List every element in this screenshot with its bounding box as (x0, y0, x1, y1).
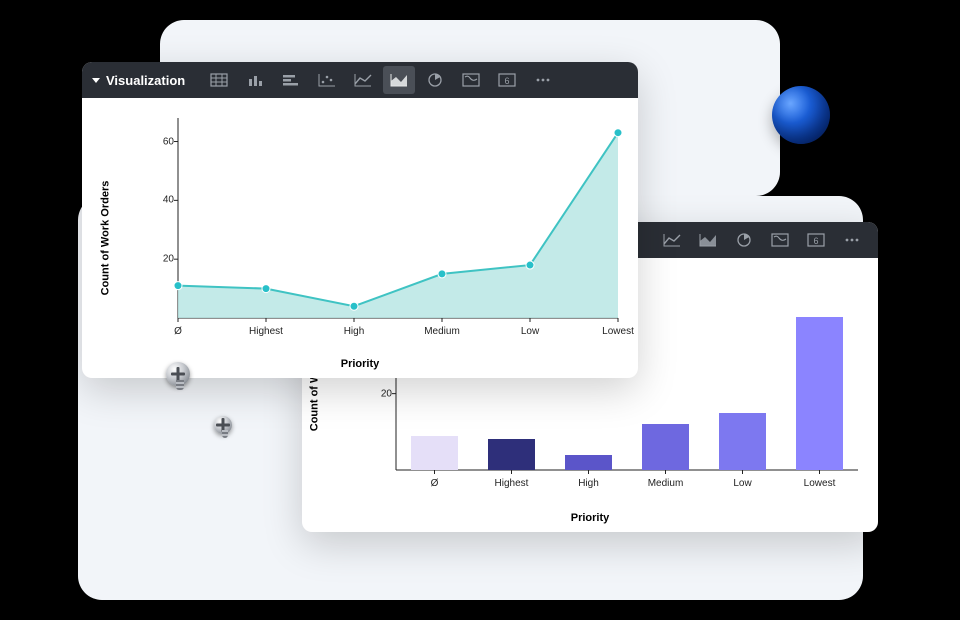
y-tick: 60 (144, 136, 174, 147)
hbar-icon[interactable] (275, 66, 307, 94)
more-icon[interactable] (836, 226, 868, 254)
bar (488, 439, 536, 470)
bar (719, 413, 767, 470)
x-tick: Medium (424, 326, 460, 337)
table-icon[interactable] (203, 66, 235, 94)
screw-decoration (166, 362, 194, 390)
x-tick: Medium (648, 478, 684, 489)
svg-text:6: 6 (813, 236, 818, 246)
x-tick: Ø (431, 478, 439, 489)
caret-down-icon (92, 78, 100, 83)
y-tick: 40 (144, 195, 174, 206)
x-tick: Highest (495, 478, 529, 489)
toolbar-front: Visualization 6 (82, 62, 638, 98)
pie-icon[interactable] (419, 66, 451, 94)
svg-text:6: 6 (505, 76, 510, 86)
screw-decoration (214, 416, 236, 438)
x-tick: Highest (249, 326, 283, 337)
toolbar-title: Visualization (106, 73, 185, 88)
pie-icon[interactable] (728, 226, 760, 254)
x-tick: Lowest (804, 478, 836, 489)
y-axis-label: Count of Work Orders (99, 181, 111, 296)
bar (642, 424, 690, 470)
counter-icon[interactable]: 6 (800, 226, 832, 254)
more-icon[interactable] (527, 66, 559, 94)
area-icon[interactable] (692, 226, 724, 254)
map-icon[interactable] (455, 66, 487, 94)
x-axis-label: Priority (571, 512, 610, 524)
area-icon[interactable] (383, 66, 415, 94)
toolbar-title-wrap[interactable]: Visualization (92, 73, 185, 88)
x-tick: Low (733, 478, 751, 489)
blue-sphere-decoration (772, 86, 830, 144)
x-tick: High (578, 478, 599, 489)
y-tick: 20 (362, 388, 392, 399)
x-axis-label: Priority (341, 358, 380, 370)
bar (565, 455, 613, 470)
line-icon[interactable] (347, 66, 379, 94)
bar (796, 317, 844, 470)
line-icon[interactable] (656, 226, 688, 254)
x-tick: High (344, 326, 365, 337)
counter-icon[interactable]: 6 (491, 66, 523, 94)
x-tick: Ø (174, 326, 182, 337)
area-chart-card: Visualization 6 Count of Work Orders Pri… (82, 62, 638, 378)
map-icon[interactable] (764, 226, 796, 254)
area-chart: Count of Work Orders Priority 20 40 60 Ø Hig… (82, 98, 638, 378)
scatter-icon[interactable] (311, 66, 343, 94)
bar-icon[interactable] (239, 66, 271, 94)
y-tick: 20 (144, 254, 174, 265)
x-tick: Low (521, 326, 539, 337)
x-tick: Lowest (602, 326, 634, 337)
bar (411, 436, 459, 470)
